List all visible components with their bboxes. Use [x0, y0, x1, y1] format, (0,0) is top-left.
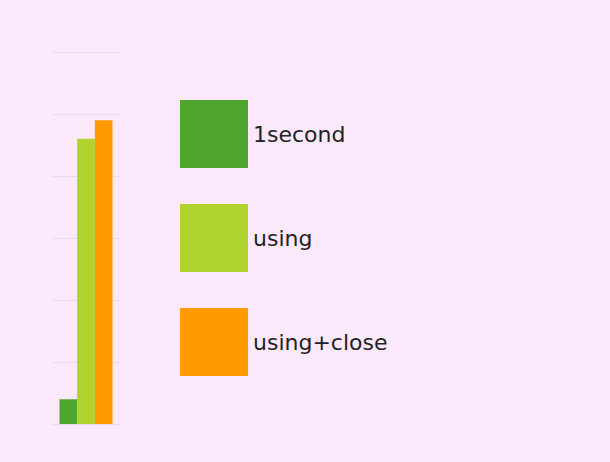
svg-text:1second: 1second [253, 122, 345, 147]
svg-text:using: using [253, 226, 312, 251]
svg-text:using+close: using+close [253, 330, 388, 355]
